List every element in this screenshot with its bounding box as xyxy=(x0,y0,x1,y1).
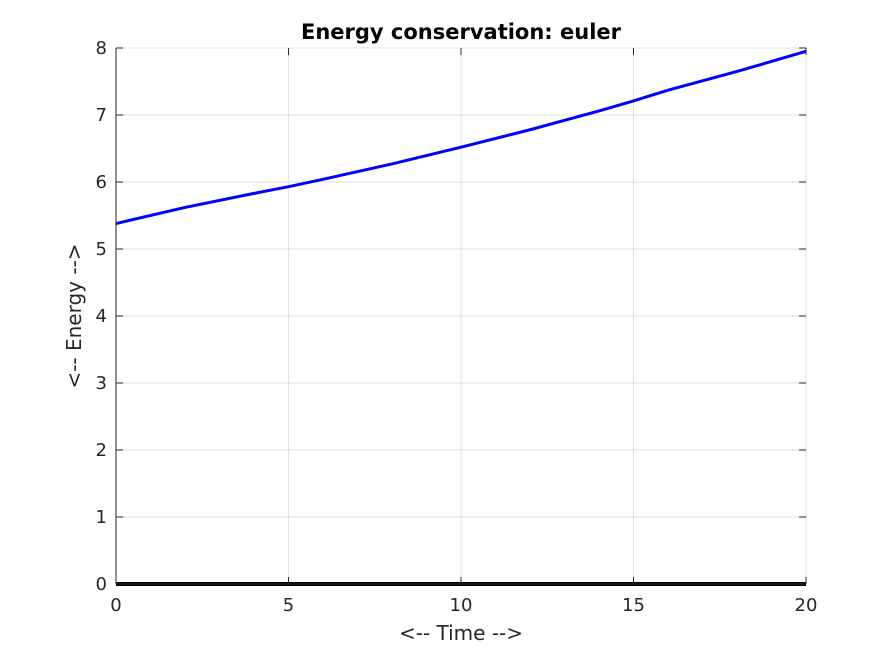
y-axis-label: <-- Energy --> xyxy=(62,243,86,388)
y-tick-label-1: 1 xyxy=(96,507,107,528)
series-line-0 xyxy=(115,49,807,226)
x-tick-label-0: 0 xyxy=(110,595,121,616)
axes xyxy=(115,47,807,585)
y-tick-label-0: 0 xyxy=(96,574,107,595)
x-tick-label-2: 10 xyxy=(450,595,473,616)
x-axis-label: <-- Time --> xyxy=(399,621,523,645)
x-tick-label-3: 15 xyxy=(622,595,645,616)
y-tick-label-8: 8 xyxy=(96,38,107,59)
y-tick-label-2: 2 xyxy=(96,440,107,461)
chart-title: Energy conservation: euler xyxy=(301,20,622,44)
y-tick-label-4: 4 xyxy=(96,306,107,327)
y-tick-label-7: 7 xyxy=(96,105,107,126)
tick-labels: 0 5 10 15 20 0 1 2 3 4 5 6 7 8 xyxy=(96,38,818,616)
x-tick-label-4: 20 xyxy=(795,595,818,616)
y-tick-label-5: 5 xyxy=(96,239,107,260)
y-tick-label-3: 3 xyxy=(96,373,107,394)
y-tick-label-6: 6 xyxy=(96,172,107,193)
x-tick-label-1: 5 xyxy=(283,595,294,616)
